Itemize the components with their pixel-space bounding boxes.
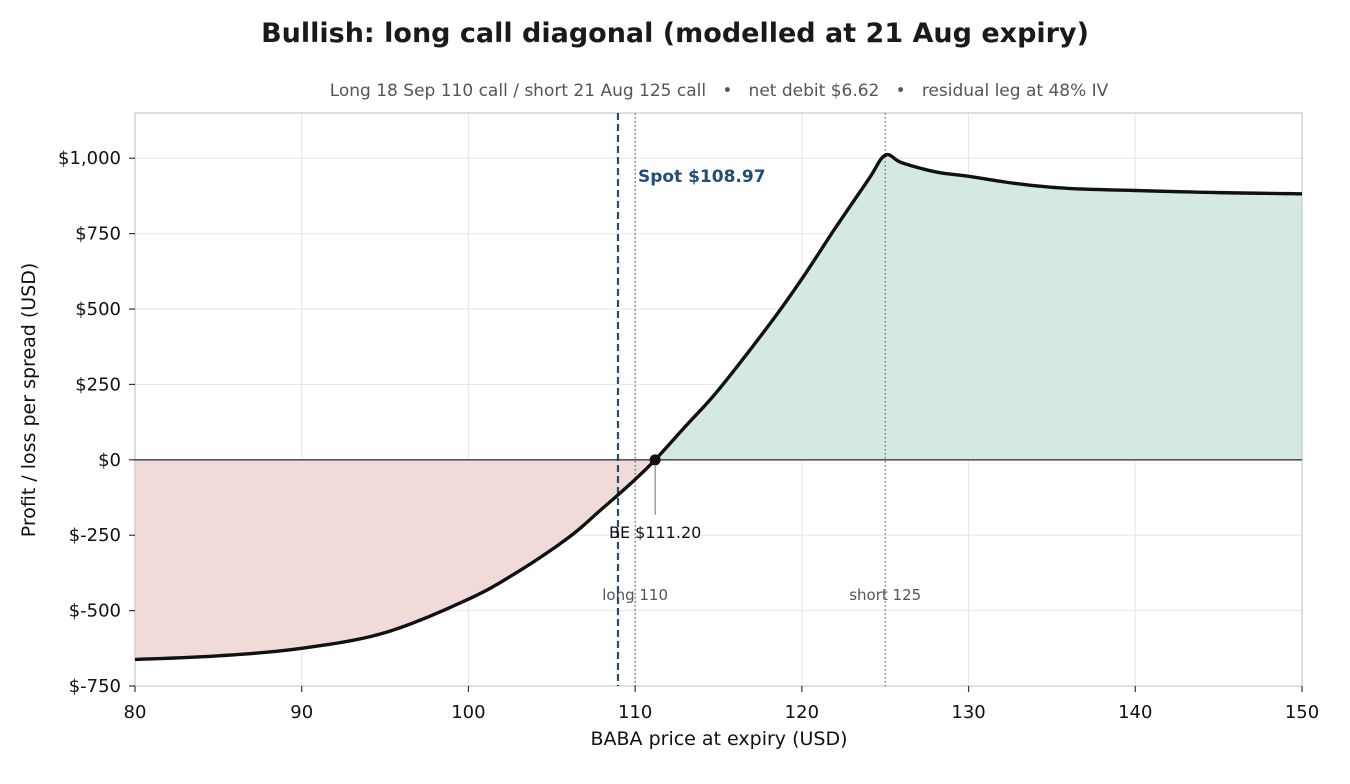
y-tick-label: $-500 — [69, 601, 121, 622]
x-tick-label: 80 — [124, 702, 147, 723]
y-tick-label: $1,000 — [58, 148, 121, 169]
y-axis-label: Profit / loss per spread (USD) — [18, 263, 40, 538]
x-tick-label: 110 — [618, 702, 652, 723]
plot-frame — [134, 112, 1303, 687]
x-tick-label: 100 — [451, 702, 485, 723]
y-tick-label: $500 — [75, 299, 121, 320]
chart-subtitle: Long 18 Sep 110 call / short 21 Aug 125 … — [330, 81, 1109, 101]
x-tick-label: 90 — [290, 702, 313, 723]
y-tick-label: $250 — [75, 374, 121, 395]
x-tick-label: 130 — [951, 702, 985, 723]
strike-label-0: long 110 — [602, 586, 668, 604]
payoff-curve — [135, 152, 1302, 662]
y-tick-label: $750 — [75, 224, 121, 245]
x-tick-label: 120 — [785, 702, 819, 723]
y-tick-label: $-750 — [69, 676, 121, 697]
strike-label-1: short 125 — [849, 586, 921, 604]
breakeven-marker — [649, 454, 661, 466]
loss-area — [135, 459, 1302, 660]
y-tick-label: $0 — [98, 450, 121, 471]
y-tick-label: $-250 — [69, 525, 121, 546]
chart-title: Bullish: long call diagonal (modelled at… — [261, 18, 1089, 49]
axes: 80 90 100 110 120 130 140 150 $-750 $-500 $-250 $0 $… — [58, 148, 1319, 723]
profit-area — [135, 154, 1302, 460]
x-tick-label: 150 — [1285, 702, 1319, 723]
spot-label: Spot $108.97 — [638, 167, 766, 187]
x-tick-label: 140 — [1118, 702, 1152, 723]
breakeven-label: BE $111.20 — [609, 523, 701, 542]
x-axis-label: BABA price at expiry (USD) — [590, 728, 847, 750]
